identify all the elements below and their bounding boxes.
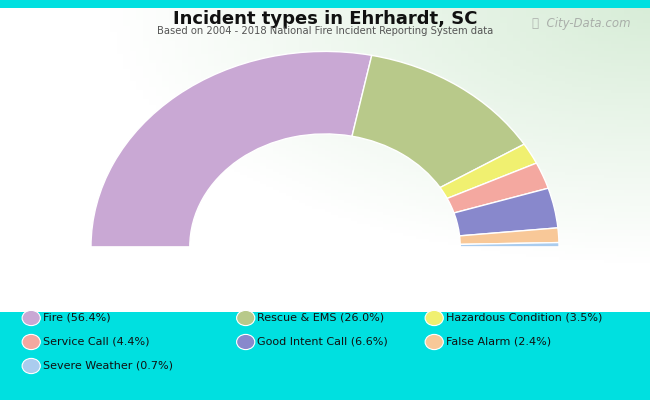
Wedge shape — [460, 228, 559, 244]
Text: Good Intent Call (6.6%): Good Intent Call (6.6%) — [257, 337, 388, 347]
Text: ⓘ  City-Data.com: ⓘ City-Data.com — [532, 17, 630, 30]
Text: Hazardous Condition (3.5%): Hazardous Condition (3.5%) — [446, 313, 603, 323]
Text: Based on 2004 - 2018 National Fire Incident Reporting System data: Based on 2004 - 2018 National Fire Incid… — [157, 26, 493, 36]
Wedge shape — [447, 163, 548, 213]
Text: Service Call (4.4%): Service Call (4.4%) — [43, 337, 150, 347]
Wedge shape — [91, 52, 372, 247]
Text: Incident types in Ehrhardt, SC: Incident types in Ehrhardt, SC — [173, 10, 477, 28]
Wedge shape — [352, 55, 524, 188]
Wedge shape — [440, 144, 536, 198]
Text: Fire (56.4%): Fire (56.4%) — [43, 313, 110, 323]
Text: False Alarm (2.4%): False Alarm (2.4%) — [446, 337, 551, 347]
Text: Rescue & EMS (26.0%): Rescue & EMS (26.0%) — [257, 313, 385, 323]
Text: Severe Weather (0.7%): Severe Weather (0.7%) — [43, 361, 173, 371]
Wedge shape — [454, 188, 558, 236]
Wedge shape — [460, 242, 559, 247]
